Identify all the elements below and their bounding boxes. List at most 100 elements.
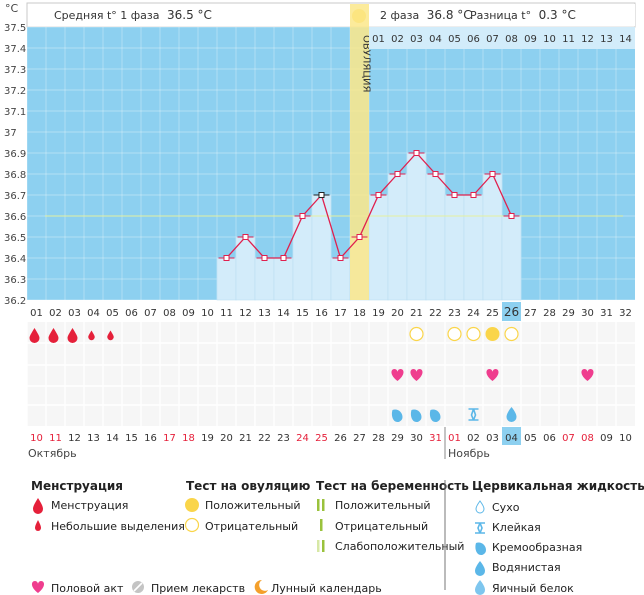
heart-icon: [31, 581, 45, 593]
diff-label: Разница t°: [470, 9, 531, 22]
phase2-value: 36.8 °C: [427, 8, 472, 22]
pregnancy-weak-icon: [317, 540, 320, 552]
cycle-day-label: 27: [524, 308, 537, 319]
phase2-counter-label: 01: [372, 34, 385, 45]
phase2-counter-label: 14: [619, 34, 632, 45]
cycle-day-label: 22: [429, 308, 442, 319]
calendar-date-label: 29: [391, 433, 404, 444]
creamy-icon: [475, 542, 486, 555]
legend-menstruation-item-1: Небольшие выделения: [51, 520, 185, 533]
calendar-date-label: 05: [524, 433, 537, 444]
moon-icon: [254, 579, 268, 594]
phase2-counter-label: 04: [429, 34, 442, 45]
date-axis: 10 11 12 13 14 15 16 17 18 19 20 21 22 23 24 25 26 27 28 29…: [28, 427, 632, 460]
pregnancy-negative-icon: [320, 519, 323, 531]
y-tick-label: 37: [4, 128, 17, 139]
calendar-date-label: 15: [125, 433, 138, 444]
temperature-bar-day-13: [254, 257, 275, 301]
cycle-day-label: 08: [163, 308, 176, 319]
temperature-point-day-17: [337, 255, 344, 261]
cycle-day-label: 05: [106, 308, 119, 319]
cycle-day-label: 26: [504, 305, 519, 319]
pregnancy-positive-icon: [317, 499, 320, 511]
x-axis: 01 02 03 04 05 06 07 08 09 10 11 12 13 14 15 16 17 18 19 20…: [30, 302, 632, 321]
temperature-point-day-22: [432, 171, 439, 177]
dry-icon: [475, 500, 485, 514]
temperature-point-day-12: [242, 234, 249, 240]
legend-pregnancy-title: Тест на беременность: [316, 479, 469, 493]
egg-white-icon: [475, 580, 485, 595]
cycle-day-label: 18: [353, 308, 366, 319]
calendar-date-label: 19: [201, 433, 214, 444]
month-label: Ноябрь: [448, 447, 490, 460]
temperature-bar-day-21: [406, 152, 427, 301]
menstruation-drop-icon: [107, 330, 114, 341]
calendar-date-label: 11: [49, 433, 62, 444]
temperature-bar-day-26: [501, 215, 522, 301]
cycle-day-label: 29: [562, 308, 575, 319]
cycle-day-label: 03: [68, 308, 81, 319]
phase2-counter-strip: [369, 27, 635, 49]
phase2-counter-label: 07: [486, 34, 499, 45]
calendar-date-label: 24: [296, 433, 309, 444]
legend-cervical-item-1: Клейкая: [492, 521, 541, 534]
heart-icon: [486, 369, 499, 381]
svg-text:Разница t° 0.3 °C: Разница t° 0.3 °C: [470, 8, 576, 22]
phase2-counter-label: 13: [600, 34, 613, 45]
phase2-counter-label: 02: [391, 34, 404, 45]
legend-ovulation-item-0: Положительный: [205, 499, 301, 512]
phase2-counter-label: 10: [543, 34, 556, 45]
cervical-creamy-icon: [429, 409, 441, 422]
menstruation-drop-icon: [48, 328, 59, 343]
cycle-day-label: 09: [182, 308, 195, 319]
ovulation-test-negative-icon: [447, 326, 462, 342]
calendar-date-label: 17: [163, 433, 176, 444]
legend-extra-0: Половой акт: [51, 582, 124, 595]
sticky-icon: [475, 522, 485, 534]
temperature-bar-day-20: [387, 173, 408, 301]
legend-pregnancy-item-1: Отрицательный: [335, 520, 428, 533]
calendar-date-label: 06: [543, 433, 556, 444]
phase2-counter-label: 08: [505, 34, 518, 45]
temperature-point-day-19: [375, 192, 382, 198]
phase1-value: 36.5 °C: [167, 8, 212, 22]
temperature-point-day-23: [451, 192, 458, 198]
cervical-watery-icon: [506, 407, 517, 422]
y-axis: 37.5 37.4 37.3 37.2 37.1 37 36.9 36.8 36.7 36.6 36…: [4, 23, 26, 307]
legend-ovulation-item-1: Отрицательный: [205, 520, 298, 533]
temperature-point-day-20: [394, 171, 401, 177]
calendar-date-label: 21: [239, 433, 252, 444]
y-tick-label: 36.7: [4, 191, 26, 202]
ovulation-test-negative-icon: [466, 326, 481, 342]
cycle-day-label: 31: [600, 308, 613, 319]
heart-icon: [391, 369, 404, 381]
cycle-day-label: 30: [581, 308, 594, 319]
legend-extra-1: Прием лекарств: [151, 582, 245, 595]
legend-cervical-item-4: Яичный белок: [492, 582, 574, 595]
legend-ovulation-title: Тест на овуляцию: [186, 479, 311, 493]
calendar-date-label: 26: [334, 433, 347, 444]
temperature-point-day-21: [413, 150, 420, 156]
cycle-day-label: 24: [467, 308, 480, 319]
phase2-counter-label: 06: [467, 34, 480, 45]
cycle-day-label: 21: [410, 308, 423, 319]
y-tick-label: 36.8: [4, 170, 26, 181]
legend-pregnancy-item-2: Слабоположительный: [335, 540, 464, 553]
y-tick-label: 37.1: [4, 107, 26, 118]
calendar-date-label: 25: [315, 433, 328, 444]
ovulation-negative-icon: [184, 517, 200, 533]
calendar-date-label: 08: [581, 433, 594, 444]
menstruation-drop-icon: [88, 330, 95, 341]
phase2-counter-label: 12: [581, 34, 594, 45]
cycle-day-label: 19: [372, 308, 385, 319]
cycle-day-label: 10: [201, 308, 214, 319]
cycle-day-label: 13: [258, 308, 271, 319]
cycle-day-label: 12: [239, 308, 252, 319]
calendar-date-label: 20: [220, 433, 233, 444]
cycle-day-label: 07: [144, 308, 157, 319]
cycle-day-label: 17: [334, 308, 347, 319]
calendar-date-label: 28: [372, 433, 385, 444]
temperature-point-day-14: [280, 255, 287, 261]
cervical-creamy-icon: [391, 409, 403, 423]
